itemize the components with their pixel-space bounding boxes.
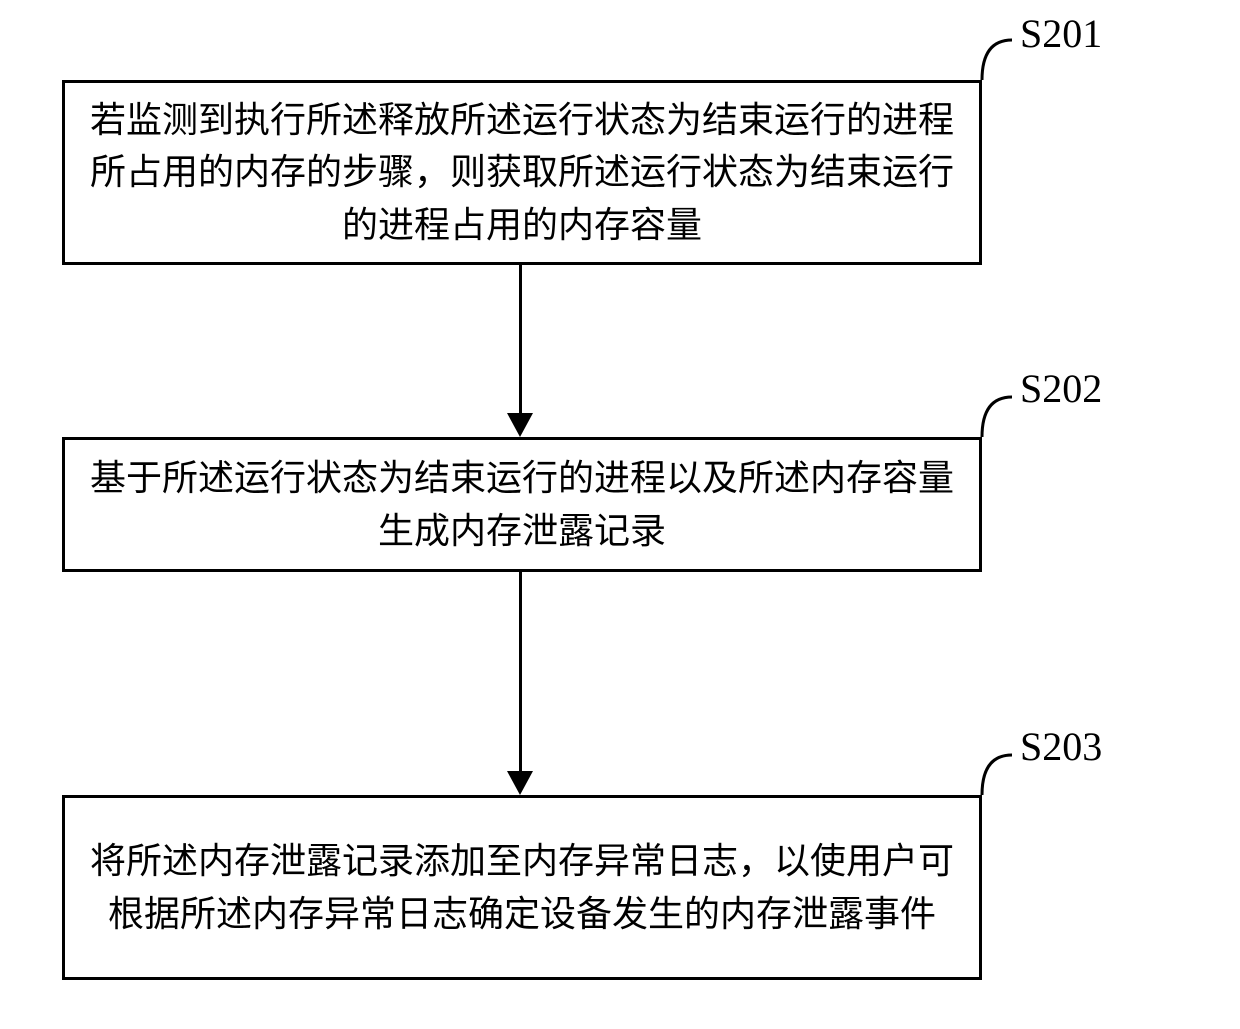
flow-node-s201: 若监测到执行所述释放所述运行状态为结束运行的进程所占用的内存的步骤，则获取所述运… [62, 80, 982, 265]
arrow-head-icon [507, 771, 533, 795]
step-label-s201: S201 [1020, 10, 1102, 57]
flowchart-canvas: 若监测到执行所述释放所述运行状态为结束运行的进程所占用的内存的步骤，则获取所述运… [0, 0, 1240, 1029]
leader-line-s203 [977, 750, 1017, 800]
flow-node-text: 将所述内存泄露记录添加至内存异常日志，以使用户可根据所述内存异常日志确定设备发生… [83, 835, 961, 939]
flow-node-s203: 将所述内存泄露记录添加至内存异常日志，以使用户可根据所述内存异常日志确定设备发生… [62, 795, 982, 980]
flow-node-s202: 基于所述运行状态为结束运行的进程以及所述内存容量生成内存泄露记录 [62, 437, 982, 572]
step-label-s203: S203 [1020, 723, 1102, 770]
flow-node-text: 若监测到执行所述释放所述运行状态为结束运行的进程所占用的内存的步骤，则获取所述运… [83, 94, 961, 251]
arrow-head-icon [507, 413, 533, 437]
leader-line-s201 [977, 35, 1017, 85]
arrow-shaft [519, 265, 522, 413]
leader-line-s202 [977, 392, 1017, 442]
arrow-shaft [519, 572, 522, 771]
step-label-s202: S202 [1020, 365, 1102, 412]
flow-node-text: 基于所述运行状态为结束运行的进程以及所述内存容量生成内存泄露记录 [83, 452, 961, 556]
